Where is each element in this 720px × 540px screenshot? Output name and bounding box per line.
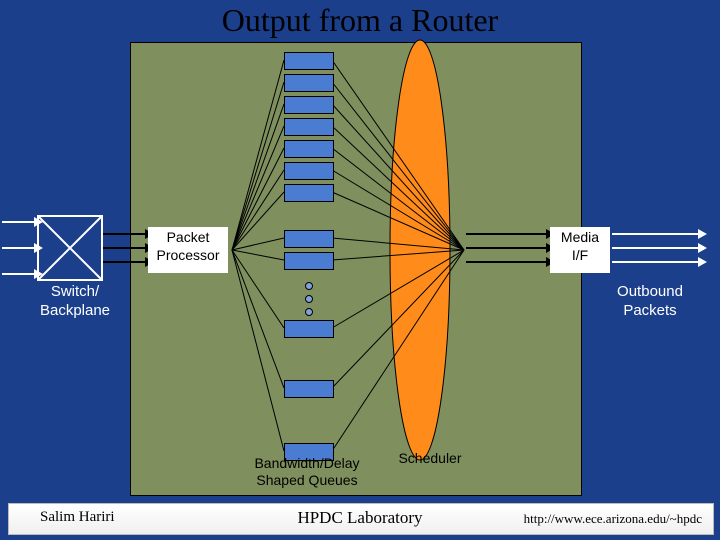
queue-box (284, 252, 334, 270)
arrow-line (466, 261, 548, 263)
queue-box (284, 320, 334, 338)
queue-box (284, 380, 334, 398)
queue-box (284, 162, 334, 180)
packet-processor-line2: Processor (148, 247, 228, 265)
packet-processor-box: PacketProcessor (148, 227, 228, 273)
arrow-head-icon (34, 269, 43, 279)
ellipsis-dot (305, 282, 313, 290)
outbound-packets-label: OutboundPackets (595, 283, 705, 321)
packet-processor-line1: Packet (148, 229, 228, 247)
queue-box (284, 230, 334, 248)
arrow-line (466, 233, 548, 235)
arrow-line (466, 247, 548, 249)
queue-box (284, 184, 334, 202)
arrow-line (612, 261, 700, 263)
queues-label: Bandwidth/DelayShaped Queues (237, 455, 377, 489)
arrow-line (103, 247, 147, 249)
arrow-line (612, 233, 700, 235)
ellipsis-dot (305, 308, 313, 316)
footer-right: http://www.ece.arizona.edu/~hpdc (524, 511, 702, 527)
queue-box (284, 96, 334, 114)
arrow-line (103, 261, 147, 263)
arrow-line (103, 233, 147, 235)
ellipsis-dot (305, 295, 313, 303)
queue-box (284, 74, 334, 92)
arrow-head-icon (698, 243, 707, 253)
arrow-line (2, 221, 36, 223)
arrow-head-icon (34, 217, 43, 227)
media-if-box: MediaI/F (550, 227, 610, 273)
queue-box (284, 140, 334, 158)
queue-box (284, 52, 334, 70)
slide-root: Output from a RouterPacketProcessorMedia… (0, 0, 720, 540)
scheduler-label: Scheduler (385, 450, 475, 467)
media-if-line1: Media (550, 229, 610, 247)
media-if-line2: I/F (550, 247, 610, 265)
arrow-line (612, 247, 700, 249)
switch-backplane-label: Switch/Backplane (20, 283, 130, 321)
arrow-head-icon (698, 257, 707, 267)
queue-box (284, 118, 334, 136)
arrow-line (2, 273, 36, 275)
arrow-line (2, 247, 36, 249)
arrow-head-icon (698, 229, 707, 239)
arrow-head-icon (34, 243, 43, 253)
